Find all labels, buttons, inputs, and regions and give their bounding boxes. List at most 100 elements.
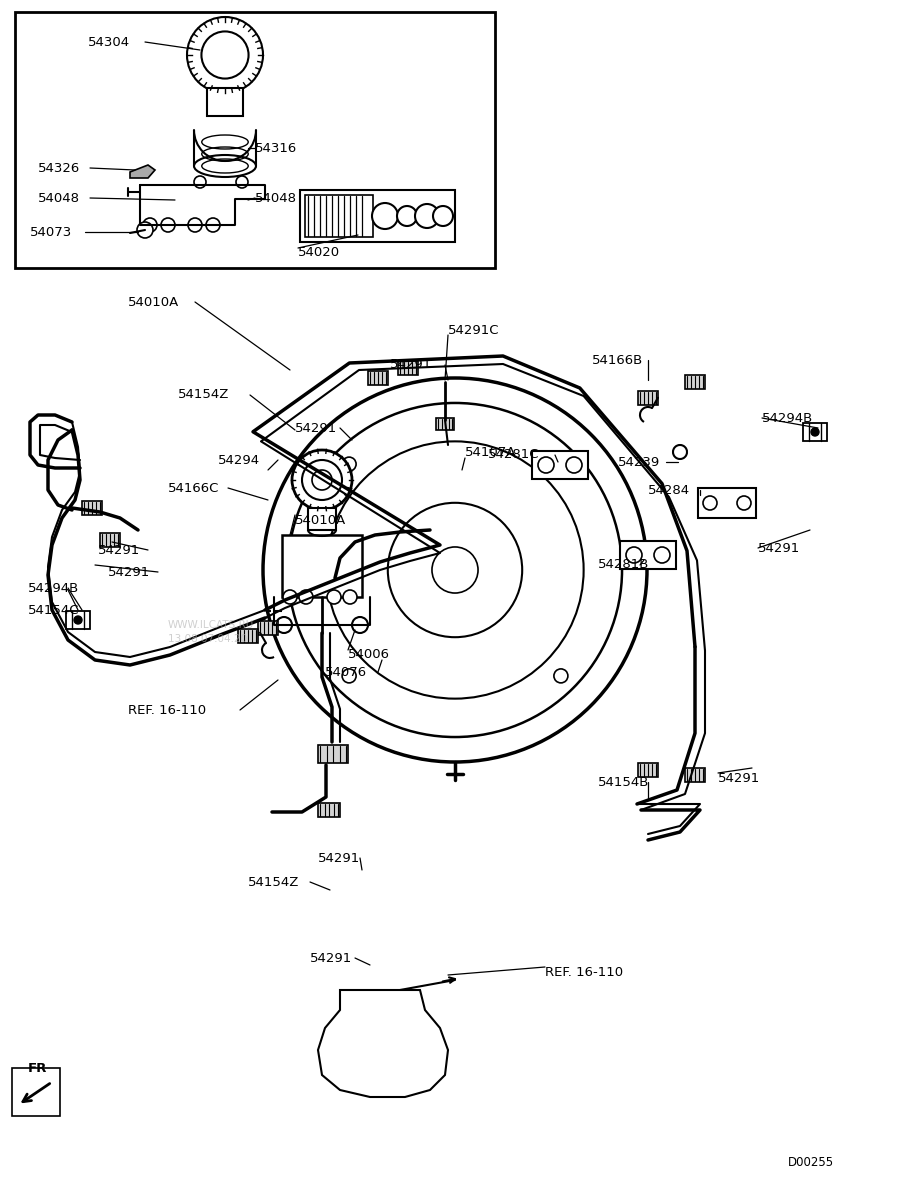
Circle shape bbox=[326, 442, 584, 699]
Bar bbox=[803, 423, 827, 442]
Circle shape bbox=[302, 461, 342, 500]
Text: 54291: 54291 bbox=[718, 772, 760, 785]
Circle shape bbox=[433, 207, 453, 226]
Bar bbox=[436, 418, 454, 430]
Text: 54291: 54291 bbox=[758, 541, 800, 554]
Text: 54326: 54326 bbox=[38, 161, 80, 174]
Circle shape bbox=[342, 457, 356, 471]
Text: 54166C: 54166C bbox=[168, 482, 219, 495]
Text: 54291: 54291 bbox=[98, 544, 140, 557]
Bar bbox=[12, 1068, 60, 1116]
Circle shape bbox=[276, 617, 292, 633]
Text: 54154Z: 54154Z bbox=[178, 388, 229, 401]
Circle shape bbox=[811, 429, 819, 436]
Text: 54010A: 54010A bbox=[295, 514, 346, 527]
Circle shape bbox=[327, 590, 341, 604]
Circle shape bbox=[312, 470, 332, 490]
Circle shape bbox=[737, 496, 751, 510]
Circle shape bbox=[194, 176, 206, 188]
Circle shape bbox=[288, 402, 622, 737]
Circle shape bbox=[236, 176, 248, 188]
Text: 54316: 54316 bbox=[255, 141, 297, 154]
Text: 54294B: 54294B bbox=[762, 412, 814, 425]
Bar bbox=[300, 190, 455, 242]
Circle shape bbox=[74, 616, 82, 624]
Bar bbox=[207, 88, 243, 116]
Bar bbox=[318, 802, 340, 817]
Circle shape bbox=[566, 457, 582, 472]
Circle shape bbox=[626, 547, 642, 563]
Text: 54154B: 54154B bbox=[598, 775, 649, 788]
Circle shape bbox=[283, 590, 297, 604]
Text: REF. 16-110: REF. 16-110 bbox=[545, 965, 624, 978]
Polygon shape bbox=[130, 165, 155, 178]
Text: 54006: 54006 bbox=[348, 648, 390, 661]
Text: 54281B: 54281B bbox=[598, 559, 649, 571]
Bar bbox=[305, 195, 373, 237]
Circle shape bbox=[415, 204, 439, 228]
Bar bbox=[308, 508, 336, 531]
Circle shape bbox=[654, 547, 670, 563]
Circle shape bbox=[397, 207, 417, 226]
Text: 54291: 54291 bbox=[318, 851, 360, 864]
Bar bbox=[238, 629, 258, 643]
Circle shape bbox=[538, 457, 554, 472]
Bar bbox=[638, 391, 658, 405]
Circle shape bbox=[343, 590, 357, 604]
Bar bbox=[698, 488, 756, 518]
Bar bbox=[82, 501, 102, 515]
Text: 54076: 54076 bbox=[325, 666, 367, 679]
Circle shape bbox=[292, 450, 352, 510]
Text: 54294B: 54294B bbox=[28, 582, 79, 595]
Circle shape bbox=[703, 496, 717, 510]
Text: 54166B: 54166B bbox=[592, 354, 644, 367]
Bar bbox=[100, 533, 120, 547]
Bar bbox=[398, 361, 418, 375]
Text: 54294: 54294 bbox=[218, 453, 260, 466]
Circle shape bbox=[202, 31, 248, 78]
Circle shape bbox=[554, 457, 568, 471]
Bar bbox=[318, 745, 348, 763]
Text: WWW.ILCATS.RU: WWW.ILCATS.RU bbox=[168, 620, 255, 630]
Polygon shape bbox=[318, 990, 448, 1097]
Text: 54291: 54291 bbox=[310, 952, 353, 965]
Bar bbox=[685, 375, 705, 389]
Text: 54010A: 54010A bbox=[128, 296, 179, 309]
Text: D00255: D00255 bbox=[788, 1155, 834, 1168]
Text: 54291C: 54291C bbox=[448, 324, 500, 336]
Text: 54284: 54284 bbox=[648, 483, 690, 496]
Circle shape bbox=[372, 203, 398, 229]
Circle shape bbox=[188, 218, 202, 231]
Text: REF. 16-110: REF. 16-110 bbox=[128, 704, 206, 717]
Text: 54020: 54020 bbox=[298, 246, 340, 259]
Circle shape bbox=[143, 218, 157, 231]
Circle shape bbox=[161, 218, 175, 231]
Circle shape bbox=[388, 503, 522, 637]
Bar bbox=[282, 535, 362, 597]
Text: 54291: 54291 bbox=[295, 421, 337, 434]
Bar bbox=[620, 541, 676, 569]
Text: 54154C: 54154C bbox=[28, 603, 79, 616]
Circle shape bbox=[352, 617, 368, 633]
Bar bbox=[532, 451, 588, 480]
Text: 54154Z: 54154Z bbox=[248, 876, 299, 889]
Text: 54073: 54073 bbox=[30, 226, 72, 239]
Text: 54107A: 54107A bbox=[465, 445, 516, 458]
Text: 54291: 54291 bbox=[390, 358, 433, 372]
Circle shape bbox=[206, 218, 220, 231]
Circle shape bbox=[137, 222, 153, 239]
Text: 54281C: 54281C bbox=[488, 449, 540, 462]
Text: 54304: 54304 bbox=[88, 36, 130, 49]
Bar bbox=[66, 611, 90, 629]
Circle shape bbox=[187, 17, 263, 93]
Text: 54048: 54048 bbox=[38, 191, 80, 204]
Bar bbox=[258, 621, 278, 635]
Bar bbox=[368, 372, 388, 385]
Circle shape bbox=[263, 377, 647, 762]
Text: 54239: 54239 bbox=[618, 456, 660, 469]
Circle shape bbox=[299, 590, 313, 604]
Bar bbox=[638, 763, 658, 777]
Circle shape bbox=[554, 669, 568, 683]
Bar bbox=[685, 768, 705, 782]
Bar bbox=[15, 12, 495, 268]
